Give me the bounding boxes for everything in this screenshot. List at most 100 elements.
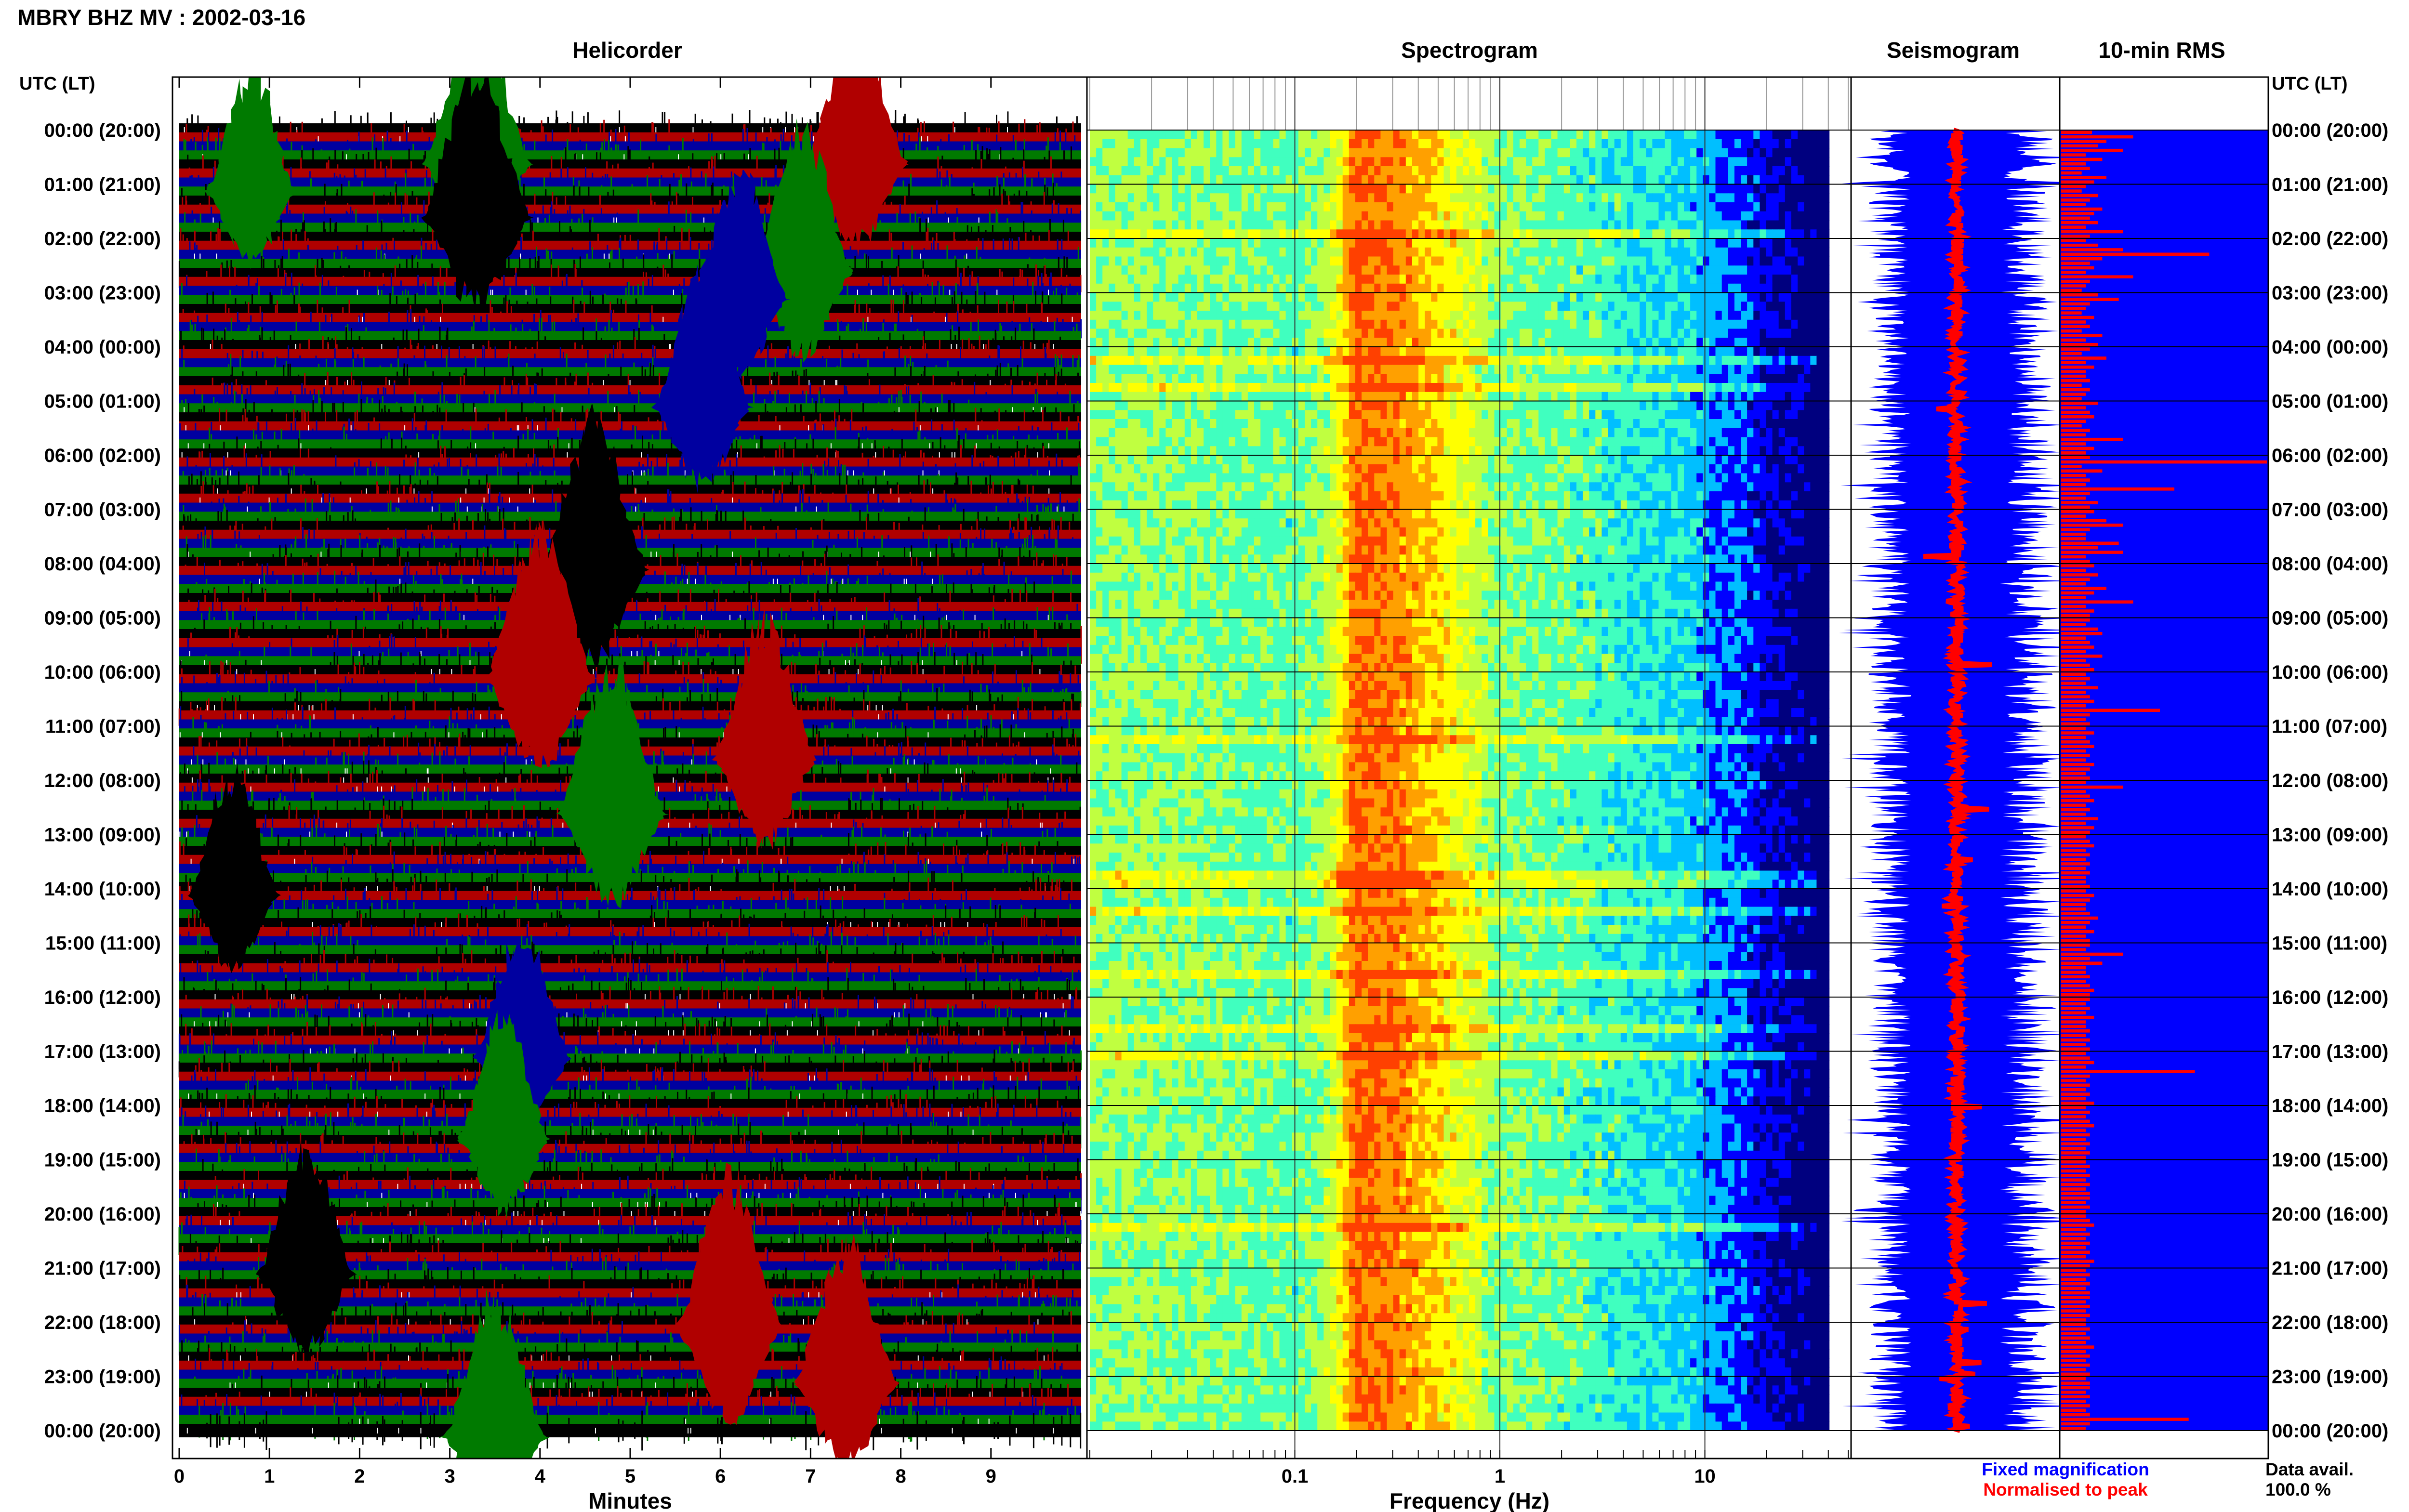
spectrogram-cell bbox=[1317, 464, 1324, 474]
spectrogram-cell bbox=[1519, 265, 1526, 275]
spectrogram-cell bbox=[1627, 329, 1634, 338]
spectrogram-cell bbox=[1671, 283, 1678, 293]
spectrogram-cell bbox=[1488, 437, 1495, 447]
spectrogram-cell bbox=[1551, 238, 1558, 248]
spectrogram-cell bbox=[1778, 175, 1786, 185]
spectrogram-cell bbox=[1311, 283, 1318, 293]
spectrogram-cell bbox=[1090, 193, 1097, 203]
spectrogram-cell bbox=[1703, 365, 1709, 374]
spectrogram-cell bbox=[1709, 292, 1716, 302]
spectrogram-cell bbox=[1191, 247, 1198, 257]
spectrogram-cell bbox=[1690, 157, 1697, 167]
spectrogram-cell bbox=[1102, 139, 1109, 149]
spectrogram-cell bbox=[1696, 311, 1703, 320]
spectrogram-cell bbox=[1798, 347, 1804, 356]
spectrogram-cell bbox=[1728, 374, 1735, 383]
spectrogram-cell bbox=[1260, 157, 1267, 167]
spectrogram-cell bbox=[1317, 211, 1324, 221]
spectrogram-cell bbox=[1191, 446, 1198, 456]
spectrogram-cell bbox=[1690, 166, 1697, 176]
spectrogram-cell bbox=[1387, 347, 1394, 356]
spectrogram-cell bbox=[1121, 148, 1128, 158]
spectrogram-cell bbox=[1355, 275, 1362, 284]
spectrogram-cell bbox=[1412, 437, 1419, 447]
spectrogram-cell bbox=[1583, 184, 1589, 194]
spectrogram-cell bbox=[1652, 464, 1659, 474]
spectrogram-cell bbox=[1526, 347, 1533, 356]
spectrogram-cell bbox=[1342, 446, 1350, 456]
spectrogram-cell bbox=[1431, 247, 1438, 257]
spectrogram-cell bbox=[1178, 175, 1185, 185]
spectrogram-cell bbox=[1513, 193, 1520, 203]
spectrogram-cell bbox=[1159, 148, 1166, 158]
spectrogram-cell bbox=[1127, 464, 1135, 474]
spectrogram-cell bbox=[1551, 437, 1558, 447]
spectrogram-cell bbox=[1121, 130, 1128, 140]
spectrogram-cell bbox=[1563, 202, 1571, 212]
spectrogram-cell bbox=[1399, 175, 1406, 185]
spectrogram-cell bbox=[1614, 383, 1621, 393]
spectrogram-cell bbox=[1267, 455, 1273, 465]
spectrogram-cell bbox=[1222, 347, 1230, 356]
spectrogram-cell bbox=[1658, 464, 1666, 474]
spectrogram-cell bbox=[1747, 392, 1754, 402]
spectrogram-cell bbox=[1216, 193, 1223, 203]
spectrogram-cell bbox=[1519, 283, 1526, 293]
spectrogram-cell bbox=[1563, 410, 1571, 420]
spectrogram-cell bbox=[1172, 401, 1179, 410]
spectrogram-cell bbox=[1317, 428, 1324, 438]
spectrogram-cell bbox=[1760, 464, 1767, 474]
spectrogram-cell bbox=[1545, 157, 1552, 167]
spectrogram-cell bbox=[1380, 247, 1388, 257]
spectrogram-cell bbox=[1640, 238, 1646, 248]
spectrogram-cell bbox=[1741, 401, 1747, 410]
spectrogram-cell bbox=[1197, 220, 1204, 230]
spectrogram-cell bbox=[1462, 464, 1469, 474]
spectrogram-cell bbox=[1184, 238, 1191, 248]
spectrogram-cell bbox=[1178, 401, 1185, 410]
spectrogram-cell bbox=[1393, 311, 1400, 320]
spectrogram-cell bbox=[1766, 139, 1773, 149]
spectrogram-cell bbox=[1721, 419, 1729, 429]
spectrogram-cell bbox=[1804, 302, 1811, 311]
spectrogram-cell bbox=[1804, 220, 1811, 230]
spectrogram-cell bbox=[1229, 130, 1236, 140]
spectrogram-cell bbox=[1425, 383, 1431, 393]
spectrogram-cell bbox=[1247, 401, 1255, 410]
spectrogram-cell bbox=[1563, 419, 1571, 429]
spectrogram-cell bbox=[1798, 220, 1804, 230]
spectrogram-cell bbox=[1153, 428, 1160, 438]
spectrogram-cell bbox=[1362, 374, 1368, 383]
spectrogram-cell bbox=[1362, 319, 1368, 329]
spectrogram-cell bbox=[1229, 401, 1236, 410]
spectrogram-cell bbox=[1324, 166, 1330, 176]
spectrogram-cell bbox=[1204, 482, 1210, 492]
spectrogram-cell bbox=[1267, 319, 1273, 329]
spectrogram-cell bbox=[1102, 130, 1109, 140]
spectrogram-cell bbox=[1816, 139, 1824, 149]
spectrogram-cell bbox=[1102, 464, 1109, 474]
spectrogram-cell bbox=[1671, 473, 1678, 483]
spectrogram-cell bbox=[1235, 365, 1242, 374]
spectrogram-cell bbox=[1247, 446, 1255, 456]
spectrogram-cell bbox=[1507, 193, 1514, 203]
spectrogram-cell bbox=[1222, 157, 1230, 167]
helicorder-event bbox=[711, 604, 818, 850]
spectrogram-cell bbox=[1241, 220, 1248, 230]
spectrogram-cell bbox=[1816, 283, 1824, 293]
spectrogram-cell bbox=[1229, 302, 1236, 311]
spectrogram-cell bbox=[1488, 193, 1495, 203]
spectrogram-cell bbox=[1134, 283, 1141, 293]
spectrogram-cell bbox=[1791, 311, 1798, 320]
spectrogram-cell bbox=[1608, 338, 1615, 347]
spectrogram-cell bbox=[1747, 437, 1754, 447]
helicorder-trace bbox=[179, 1424, 1081, 1437]
spectrogram-cell bbox=[1557, 311, 1564, 320]
spectrogram-cell bbox=[1766, 464, 1773, 474]
spectrogram-cell bbox=[1405, 392, 1413, 402]
spectrogram-cell bbox=[1665, 220, 1672, 230]
spectrogram-cell bbox=[1627, 265, 1634, 275]
spectrogram-cell bbox=[1267, 175, 1273, 185]
spectrogram-cell bbox=[1551, 148, 1558, 158]
spectrogram-cell bbox=[1431, 220, 1438, 230]
